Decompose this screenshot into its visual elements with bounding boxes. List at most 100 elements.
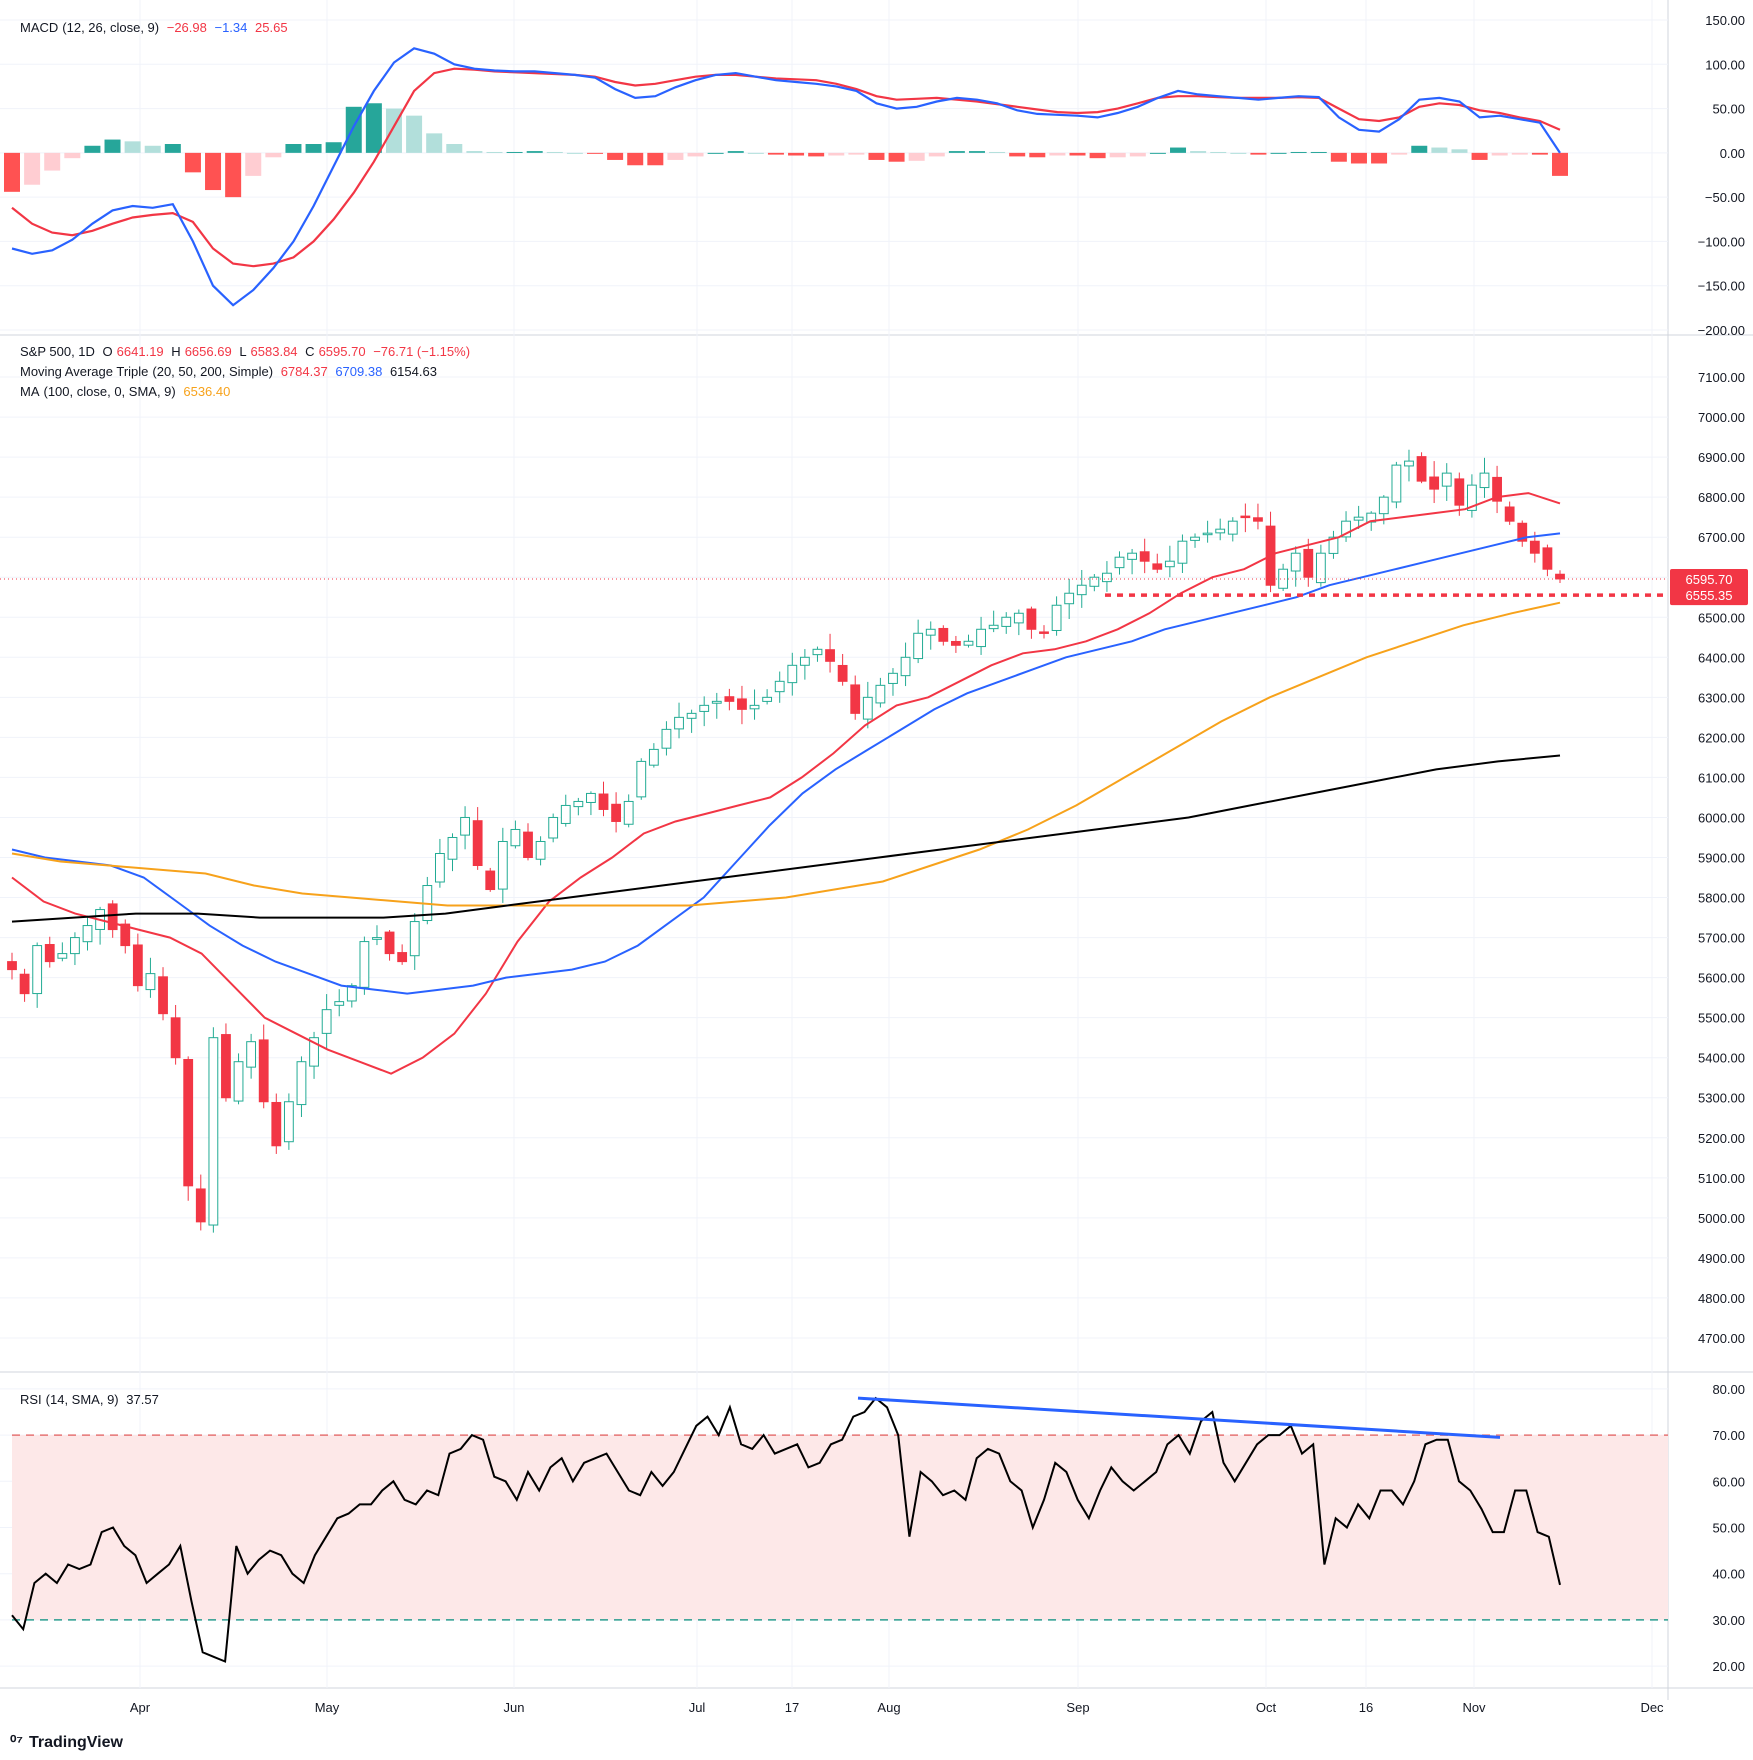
rsi-line [11,1396,1561,1663]
x-tick-label: May [315,1700,340,1715]
macd-histogram-bar [64,152,81,159]
candle-body [837,664,848,682]
ma100-legend: MA (100, close, 0, SMA, 9) 6536.40 [20,382,234,402]
y-tick-label: 4900.00 [1698,1251,1745,1266]
y-tick-label: 6400.00 [1698,650,1745,665]
y-tick-label: 5600.00 [1698,971,1745,986]
candle-body [1039,631,1049,634]
macd-histogram-bar [587,152,604,154]
rsi-legend: RSI (14, SMA, 9) 37.57 [20,1390,163,1410]
y-tick-label: 4800.00 [1698,1291,1745,1306]
candle-body [82,925,93,943]
macd-histogram-bar [225,152,242,198]
candle-body [372,937,382,940]
candle-body [283,1101,294,1143]
macd-histogram-bar [1049,152,1066,156]
macd-histogram-bar [747,152,764,154]
candle-body [888,672,898,684]
y-tick-label: −100.00 [1698,234,1745,249]
candle-body [950,640,961,646]
candle-body [1001,616,1012,627]
candle-body [686,712,697,719]
ma200-value: 6154.63 [389,364,437,379]
candle-body [107,903,118,931]
candle-body [1353,516,1364,521]
candle-body [648,748,659,766]
macd-histogram-bar [124,141,141,153]
macd-histogram-bar [627,152,644,166]
candle-body [1177,540,1188,564]
candle-body [623,800,634,825]
x-tick-label: 16 [1359,1700,1373,1715]
macd-histogram-bar [647,152,664,166]
x-tick-label: Apr [130,1700,151,1715]
candle-body [1278,568,1289,589]
candle-body [145,973,156,991]
ma-triple-legend: Moving Average Triple (20, 50, 200, Simpl… [20,362,441,382]
y-tick-label: 5700.00 [1698,931,1745,946]
rsi-band-fill [12,1435,1668,1620]
candle-body [976,628,986,648]
macd-histogram-bar [1310,151,1327,153]
candle-body [611,803,622,822]
macd-histogram-bar [506,151,523,153]
candle-body [359,941,370,988]
x-tick-label: Dec [1640,1700,1664,1715]
candle-body [1064,592,1075,605]
candle-body [434,852,445,883]
macd-histogram-bar [245,152,262,176]
support-price-label-bg [1670,585,1748,606]
macd-histogram-bar [1350,152,1367,164]
candle-body [799,656,810,666]
y-tick-label: 6900.00 [1698,450,1745,465]
y-tick-label: 0.00 [1720,146,1745,161]
candle-body [460,816,470,836]
candle-body [850,684,861,714]
candle-body [1378,496,1389,515]
candle-body [1139,551,1150,562]
candle-body [1517,522,1528,542]
candle-body [963,640,974,646]
y-tick-label: 6800.00 [1698,490,1745,505]
macd-legend-name: MACD [20,20,59,35]
ma100-params: (100, close, 0, SMA, 9) [43,384,176,399]
macd-histogram-bar [1290,151,1307,153]
candle-body [1164,560,1175,568]
y-tick-label: 6700.00 [1698,530,1745,545]
candle-body [271,1101,282,1147]
x-tick-label: 17 [785,1700,799,1715]
macd-histogram-bar [84,145,101,153]
macd-histogram-bar [667,152,684,160]
macd-histogram-bar [345,106,362,153]
macd-histogram-bar [1431,147,1448,153]
change-value: −76.71 (−1.15%) [373,344,471,359]
y-tick-label: 50.00 [1712,1521,1745,1536]
candle-body [1202,532,1213,536]
macd-histogram-bar [687,152,704,157]
macd-histogram-bar [285,144,302,153]
ma100-name: MA [20,384,40,399]
tradingview-logo[interactable]: ⁰⁷ TradingView [10,1732,123,1752]
candle-body [1190,536,1200,541]
candle-body [1466,484,1477,511]
macd-histogram-bar [305,144,322,153]
open-label: O [102,344,113,359]
candle-body [787,664,798,684]
ma200-line [11,754,1561,923]
candle-body [246,1041,257,1068]
macd-histogram-bar [1391,152,1408,155]
candle-body [674,716,684,730]
macd-histogram-bar [546,151,563,153]
candle-body [1013,612,1024,624]
macd-histogram-bar [144,145,161,153]
candle-body [57,953,68,959]
candle-body [938,627,949,642]
candle-body [1542,547,1553,570]
candle-body [900,656,911,677]
candle-body [221,1034,231,1099]
candle-body [497,840,508,890]
macd-histogram-bar [1129,152,1146,157]
rsi-value: 37.57 [126,1392,159,1407]
candle-body [825,649,835,662]
